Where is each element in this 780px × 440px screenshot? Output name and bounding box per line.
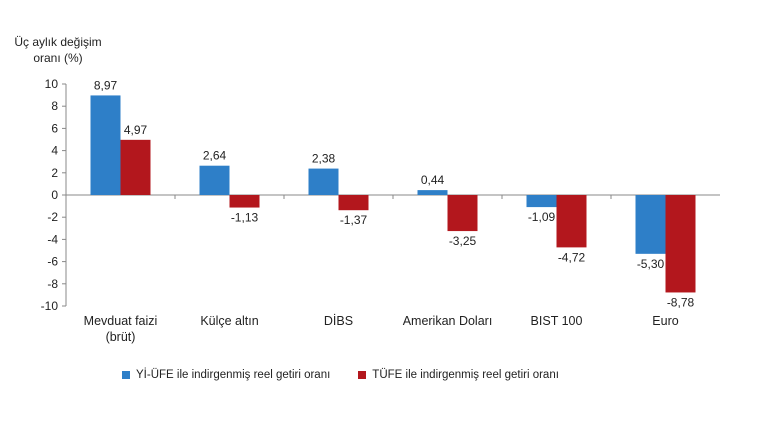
- x-category-label: Mevduat faizi: [84, 314, 158, 328]
- legend-swatch-tufe: [358, 371, 367, 379]
- y-axis-title: Üç aylık değişim oranı (%): [10, 34, 106, 66]
- y-axis-title-line2: oranı (%): [33, 51, 83, 65]
- data-label: 2,38: [312, 152, 336, 166]
- bar-yi-ufe: [635, 195, 666, 254]
- y-tick-label: -2: [47, 210, 58, 224]
- y-tick-label: 6: [51, 121, 58, 135]
- bar-yi-ufe: [90, 95, 121, 195]
- y-tick-label: -4: [47, 232, 58, 246]
- data-label: 2,64: [203, 149, 227, 163]
- x-category-label: Euro: [652, 314, 678, 328]
- x-category-label: BIST 100: [531, 314, 583, 328]
- bar-tufe: [556, 195, 587, 248]
- data-label: 4,97: [124, 123, 148, 137]
- data-label: -3,25: [449, 234, 477, 248]
- legend-label-tufe: TÜFE ile indirgenmiş reel getiri oranı: [372, 369, 559, 381]
- legend-swatch-yi-ufe: [122, 371, 130, 379]
- legend: Yİ-ÜFE ile indirgenmiş reel getiri oranı…: [122, 369, 559, 381]
- data-label: 8,97: [94, 78, 118, 92]
- x-category-label: Külçe altın: [200, 314, 258, 328]
- data-label: -1,13: [231, 211, 259, 225]
- x-category-label: Amerikan Doları: [403, 314, 493, 328]
- y-tick-label: 2: [51, 166, 58, 180]
- data-label: -1,37: [340, 213, 368, 227]
- y-tick-label: -8: [47, 277, 58, 291]
- data-label: 0,44: [421, 173, 445, 187]
- bar-yi-ufe: [199, 165, 230, 195]
- legend-label-yi-ufe: Yİ-ÜFE ile indirgenmiş reel getiri oranı: [136, 369, 331, 381]
- bar-yi-ufe: [417, 190, 448, 195]
- bar-yi-ufe: [308, 168, 339, 195]
- bar-yi-ufe: [526, 195, 557, 208]
- y-tick-label: -10: [41, 299, 59, 313]
- y-tick-label: 0: [51, 188, 58, 202]
- bar-tufe: [338, 195, 369, 211]
- y-tick-label: 8: [51, 99, 58, 113]
- y-tick-label: -6: [47, 255, 58, 269]
- data-label: -8,78: [667, 295, 695, 309]
- x-category-label: (brüt): [106, 330, 136, 344]
- y-axis-title-line1: Üç aylık değişim: [14, 35, 102, 49]
- legend-item-tufe: TÜFE ile indirgenmiş reel getiri oranı: [358, 369, 559, 381]
- data-label: -5,30: [637, 257, 665, 271]
- bar-chart: -10 -8 -6 -4 -2 0 2 4 6 8 10 8,97 4,97 Mevduat faizi (…: [41, 77, 720, 344]
- bar-tufe: [229, 195, 260, 208]
- data-label: -4,72: [558, 250, 586, 264]
- bar-tufe: [120, 139, 151, 195]
- y-tick-label: 4: [51, 144, 58, 158]
- bar-tufe: [665, 195, 696, 293]
- y-tick-label: 10: [45, 77, 59, 91]
- bar-tufe: [447, 195, 478, 232]
- x-category-label: DİBS: [324, 314, 353, 328]
- data-label: -1,09: [528, 210, 556, 224]
- legend-item-yi-ufe: Yİ-ÜFE ile indirgenmiş reel getiri oranı: [122, 369, 330, 381]
